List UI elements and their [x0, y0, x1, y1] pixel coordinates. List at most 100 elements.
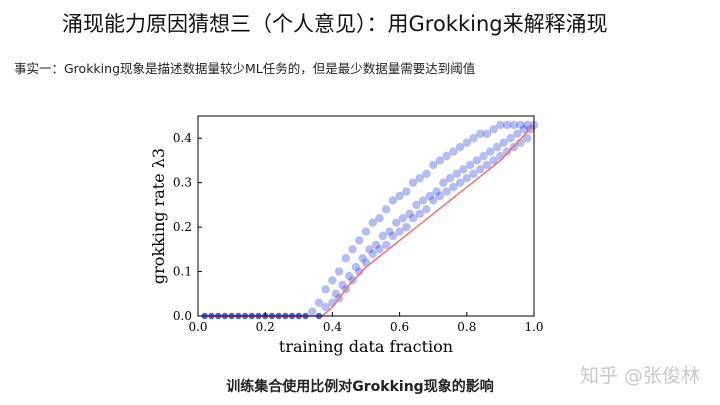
data-point [392, 218, 401, 227]
data-point [348, 245, 357, 254]
data-point [492, 142, 502, 152]
data-point [375, 214, 384, 223]
data-point [479, 151, 488, 161]
data-point [345, 271, 354, 281]
y-tick-label: 0.1 [173, 265, 192, 279]
data-point [519, 125, 529, 134]
data-point [486, 147, 495, 156]
data-point [452, 169, 461, 178]
data-point [415, 209, 424, 218]
slide-subtitle: 事实一：Grokking现象是描述数据量较少ML任务的，但是最少数据量需要达到阈… [14, 61, 476, 76]
plot-frame [197, 115, 535, 317]
data-point [408, 214, 418, 223]
data-point [375, 245, 384, 254]
data-point [314, 298, 324, 307]
data-point [321, 285, 330, 294]
data-point [439, 178, 448, 187]
data-point [462, 138, 471, 147]
data-point [412, 200, 421, 210]
data-point [378, 231, 387, 241]
data-point [455, 142, 465, 152]
data-point [341, 254, 351, 263]
figure-caption: 训练集合使用比例对Grokking现象的影响 [226, 379, 494, 395]
data-point [482, 129, 492, 138]
y-axis-label: grokking rate λ3 [150, 148, 168, 284]
data-point [368, 218, 377, 227]
data-point [422, 205, 431, 214]
data-point [435, 191, 445, 201]
data-point [489, 156, 498, 165]
data-point [361, 227, 371, 236]
y-tick-label: 0.0 [173, 309, 192, 323]
data-point [321, 302, 330, 312]
data-point [449, 147, 458, 156]
data-point [371, 240, 381, 250]
data-point [351, 262, 361, 272]
data-point [523, 134, 532, 143]
data-point [489, 125, 498, 134]
data-point [429, 196, 438, 205]
y-tick-label: 0.2 [173, 220, 192, 234]
data-point [331, 289, 340, 298]
data-point [395, 191, 404, 201]
data-point [469, 134, 478, 143]
data-point [358, 254, 367, 263]
data-point [388, 196, 398, 205]
data-point [388, 231, 398, 241]
y-tick-label: 0.3 [173, 176, 192, 190]
x-tick-label: 0.2 [256, 320, 275, 334]
data-point [408, 178, 418, 187]
data-point [395, 227, 404, 236]
data-point [402, 222, 411, 232]
data-point [429, 160, 438, 170]
data-point [476, 129, 485, 138]
data-point [381, 205, 391, 214]
data-point [502, 147, 512, 156]
data-point [499, 138, 508, 147]
chart-svg: 0.0 0.2 0.4 0.6 0.8 1.0 0.0 0.1 0.2 0.3 0.4 traini… [149, 115, 544, 356]
data-point [482, 160, 492, 170]
data-point [415, 174, 424, 183]
points-layer [201, 120, 539, 320]
x-tick-label: 0.6 [390, 320, 409, 334]
x-tick-label: 0.4 [323, 320, 342, 334]
data-point [445, 174, 455, 183]
data-point [435, 156, 445, 165]
data-point [365, 245, 374, 254]
data-point [368, 249, 377, 258]
data-point [381, 240, 391, 250]
watermark: 知乎 @张俊林 [579, 365, 700, 387]
data-point [472, 156, 482, 165]
y-tick-label: 0.4 [173, 131, 192, 145]
data-point [385, 227, 394, 236]
scatter-chart: 0.0 0.2 0.4 0.6 0.8 1.0 0.0 0.1 0.2 0.3 0.4 traini… [149, 108, 550, 363]
data-point [506, 134, 515, 143]
data-point [476, 165, 485, 174]
data-point [502, 120, 512, 130]
data-point [509, 120, 519, 130]
data-point [405, 209, 414, 218]
data-point [308, 307, 317, 316]
x-tick-label: 1.0 [524, 320, 543, 334]
data-point [355, 267, 364, 276]
x-axis-label: training data fraction [279, 337, 453, 356]
data-point [402, 187, 411, 196]
data-point [455, 178, 465, 187]
data-point [513, 129, 522, 138]
data-point [432, 187, 441, 196]
data-point [328, 276, 337, 285]
data-point [496, 120, 505, 130]
data-point [523, 120, 532, 130]
data-point [516, 120, 525, 130]
x-tick-label: 0.8 [457, 320, 476, 334]
data-point [442, 187, 451, 196]
data-point [459, 165, 468, 174]
data-point [442, 151, 451, 161]
data-point [338, 280, 347, 290]
ticks-layer: 0.0 0.2 0.4 0.6 0.8 1.0 0.0 0.1 0.2 0.3 0.4 [173, 131, 544, 334]
data-point [422, 169, 431, 178]
data-point [462, 174, 471, 183]
slide-title: 涌现能力原因猜想三（个人意见）：用Grokking来解释涌现 [62, 12, 608, 36]
data-point [334, 267, 344, 276]
data-point [449, 182, 458, 192]
